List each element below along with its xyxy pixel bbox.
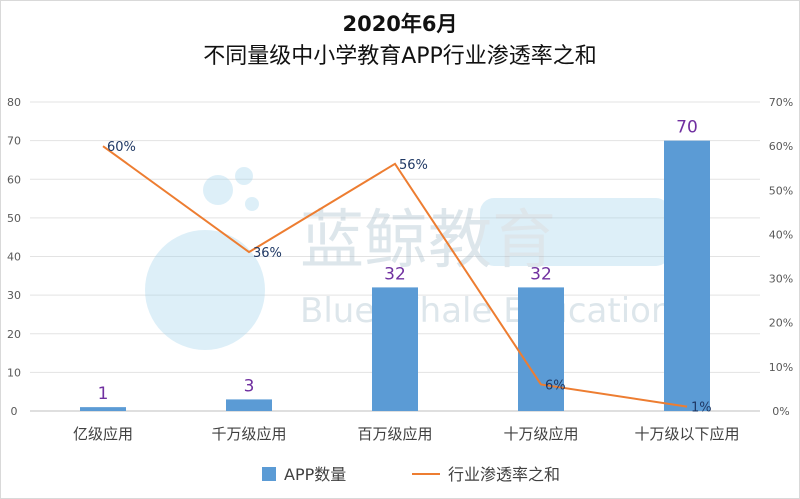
bar (664, 140, 710, 411)
line-value-label: 1% (691, 401, 712, 416)
legend-swatch-bar (262, 467, 276, 481)
y-left-tick-label: 80 (7, 96, 21, 109)
whale-spout-drop (245, 197, 259, 211)
bar-series (80, 140, 710, 411)
chart-title-line2: 不同量级中小学教育APP行业渗透率之和 (203, 44, 597, 69)
y-right-tick-label: 70% (769, 96, 793, 109)
y-left-tick-label: 0 (11, 405, 18, 418)
y-right-tick-label: 60% (769, 140, 793, 153)
y-left-tick-label: 20 (7, 328, 21, 341)
y-left-tick-label: 40 (7, 251, 21, 264)
legend: APP数量 行业渗透率之和 (262, 465, 560, 484)
axes: 0 10 20 30 40 50 60 70 80 0% 10% 20% 30% 40% 50% 60% 70%… (7, 96, 793, 443)
bar (226, 399, 272, 411)
line-value-label: 6% (545, 379, 566, 394)
y-left-tick-label: 50 (7, 212, 21, 225)
whale-body-shape (145, 230, 265, 350)
line-value-label: 60% (107, 140, 136, 155)
bar (80, 407, 126, 411)
watermark-text-cn: 蓝鲸教育 (300, 204, 556, 278)
bar (372, 287, 418, 411)
y-right-tick-label: 30% (769, 273, 793, 286)
watermark-text-en: Blue Whale Education (300, 291, 673, 331)
y-right-tick-label: 10% (769, 361, 793, 374)
legend-label-bar: APP数量 (284, 465, 346, 484)
watermark-logo: 蓝鲸教育 Blue Whale Education (145, 167, 673, 350)
x-tick-label: 千万级应用 (211, 425, 286, 443)
y-left-tick-label: 30 (7, 289, 21, 302)
watermark-badge (480, 198, 670, 266)
x-tick-label: 百万级应用 (357, 425, 432, 443)
line-value-label: 36% (253, 246, 282, 261)
y-right-tick-label: 50% (769, 184, 793, 197)
bar-value-label: 3 (244, 376, 255, 396)
x-tick-label: 亿级应用 (73, 425, 133, 443)
legend-label-line: 行业渗透率之和 (448, 465, 560, 484)
x-tick-label: 十万级应用 (503, 425, 578, 443)
y-left-tick-label: 10 (7, 366, 21, 379)
bar-value-label: 32 (384, 264, 406, 284)
whale-spout-drop (203, 175, 233, 205)
y-right-tick-label: 20% (769, 317, 793, 330)
data-labels: 1 3 32 32 70 60% 36% 56% 6% 1% (98, 118, 712, 416)
x-tick-label: 十万级以下应用 (634, 425, 739, 443)
y-right-tick-label: 40% (769, 228, 793, 241)
bar-value-label: 70 (676, 118, 698, 138)
y-left-tick-label: 70 (7, 135, 21, 148)
bar (518, 287, 564, 411)
bar-value-label: 1 (98, 384, 109, 404)
bar-value-label: 32 (530, 264, 552, 284)
y-left-tick-label: 60 (7, 173, 21, 186)
y-right-tick-label: 0% (772, 405, 789, 418)
series-line (102, 145, 688, 408)
whale-spout-drop (235, 167, 253, 185)
line-value-label: 56% (399, 158, 428, 173)
chart-title-line1: 2020年6月 (342, 12, 458, 36)
line-series (102, 145, 688, 408)
